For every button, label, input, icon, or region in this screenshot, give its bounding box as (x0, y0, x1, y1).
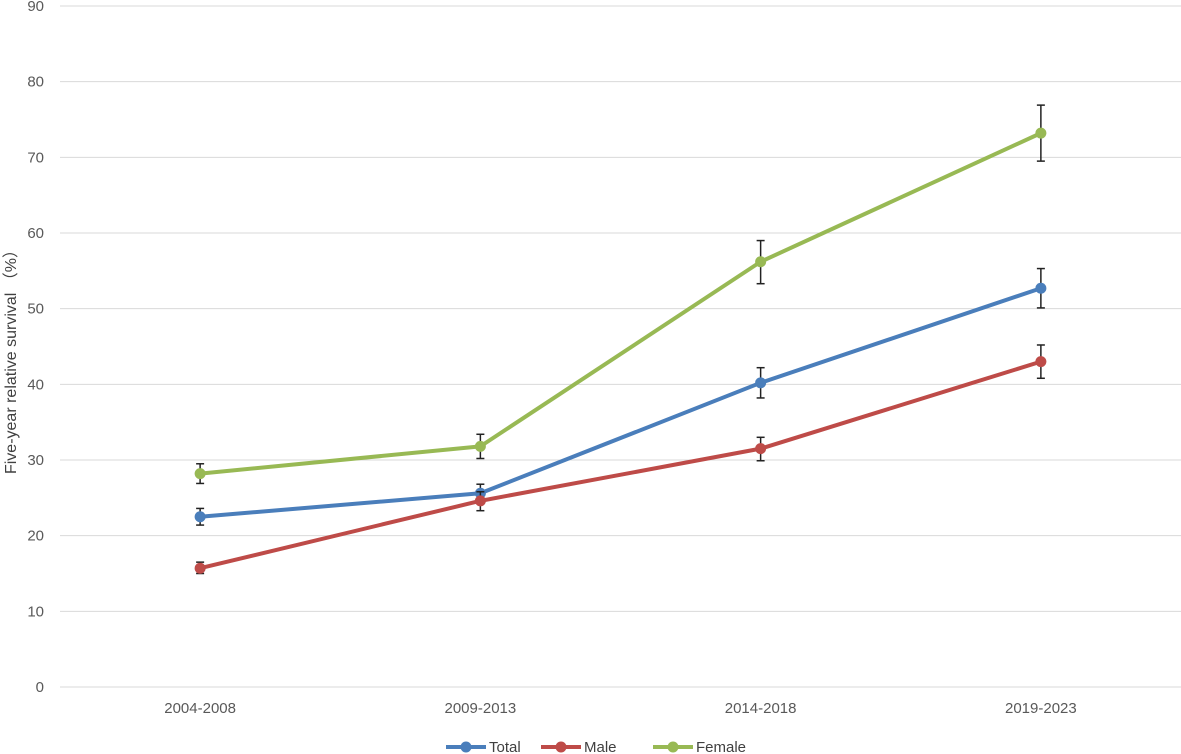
series-group (194, 104, 1047, 575)
series-line-total (198, 286, 1043, 519)
legend-item-total: Total (446, 739, 521, 754)
y-tick-label: 30 (27, 452, 44, 469)
gridlines (60, 5, 1181, 688)
x-tick-label: 2004-2008 (164, 700, 236, 717)
legend-item-male: Male (541, 739, 617, 754)
series-line-male (198, 359, 1043, 571)
legend-item-female: Female (653, 739, 746, 754)
y-tick-label: 70 (27, 149, 44, 166)
legend-swatch-marker (667, 741, 679, 753)
y-tick-label: 60 (27, 225, 44, 242)
legend-label: Total (489, 739, 521, 754)
x-axis-ticks: 2004-2008 2009-2013 2014-2018 2019-2023 (164, 700, 1076, 717)
y-axis-title: Five-year relative survival （%） (2, 242, 20, 474)
data-point (1035, 356, 1047, 368)
y-tick-label: 50 (27, 301, 44, 318)
legend-label: Male (584, 739, 617, 754)
series-line-female (198, 131, 1043, 476)
y-tick-label: 0 (36, 679, 44, 696)
series-female (194, 104, 1047, 485)
y-tick-label: 40 (27, 376, 44, 393)
data-point (755, 377, 767, 389)
data-point (194, 511, 206, 523)
x-tick-label: 2014-2018 (725, 700, 797, 717)
data-point (1035, 127, 1047, 139)
legend-swatch-marker (555, 741, 567, 753)
series-total (194, 267, 1047, 526)
series-male (194, 344, 1047, 575)
data-point (474, 495, 486, 507)
data-point (755, 443, 767, 455)
legend-swatch-marker (460, 741, 472, 753)
data-point (194, 562, 206, 574)
data-point (755, 256, 767, 268)
y-tick-label: 10 (27, 603, 44, 620)
x-tick-label: 2009-2013 (445, 700, 517, 717)
data-point (474, 440, 486, 452)
y-tick-label: 90 (27, 0, 44, 15)
x-tick-label: 2019-2023 (1005, 700, 1077, 717)
data-point (194, 468, 206, 480)
y-tick-label: 80 (27, 74, 44, 91)
legend-label: Female (696, 739, 746, 754)
y-tick-label: 20 (27, 528, 44, 545)
data-point (1035, 282, 1047, 294)
legend: Total Male Female (446, 739, 746, 754)
y-axis-ticks: 0 10 20 30 40 50 60 70 80 90 (27, 0, 44, 696)
